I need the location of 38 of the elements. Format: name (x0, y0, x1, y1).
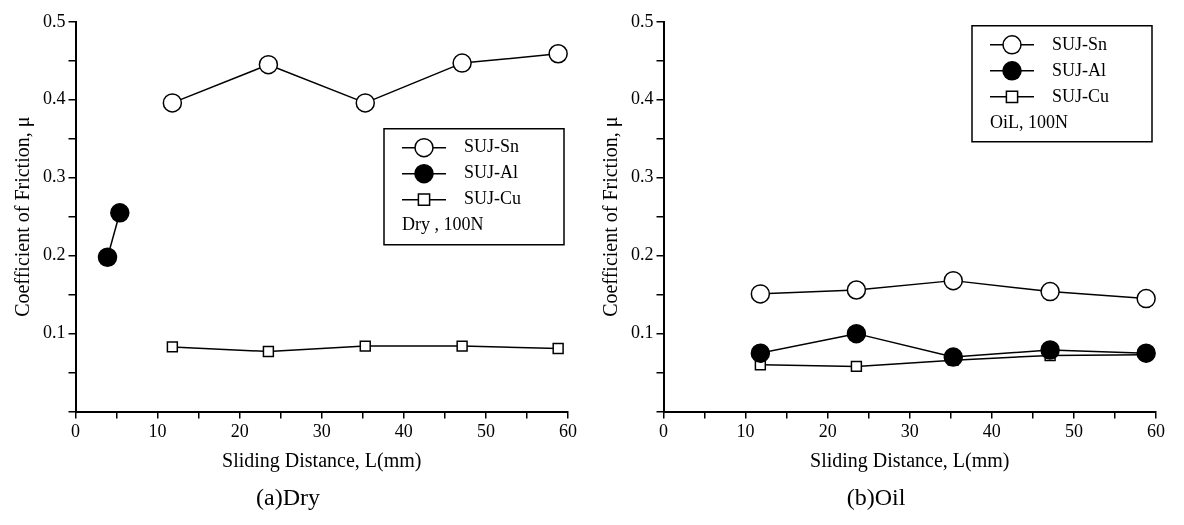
y-tick-label: 0.1 (43, 322, 66, 343)
y-tick-label: 0.5 (43, 10, 66, 31)
legend-label: SUJ-Al (464, 162, 519, 183)
x-axis-title: Sliding Distance, L(mm) (222, 449, 422, 473)
y-tick-label: 0.1 (631, 322, 654, 343)
y-tick-label: 0.2 (631, 244, 654, 265)
x-tick-label: 50 (476, 421, 495, 442)
legend-label: SUJ-Cu (1052, 85, 1110, 106)
legend-label: SUJ-Sn (1052, 33, 1108, 54)
x-tick-label: 30 (312, 421, 331, 442)
text: (b)Oil (846, 483, 906, 510)
x-tick-label: 0 (71, 421, 80, 442)
x-tick-label: 40 (394, 421, 413, 442)
x-tick-label: 60 (1147, 421, 1165, 442)
y-tick-label: 0.4 (43, 88, 66, 109)
y-axis-title: Coefficient of Friction, μ (11, 116, 35, 317)
annotation: Dry , 100N (402, 214, 484, 235)
y-tick-label: 0.5 (631, 10, 654, 31)
text: (a)Dry (256, 483, 320, 510)
x-tick-label: 60 (559, 421, 577, 442)
x-tick-label: 30 (900, 421, 919, 442)
y-tick-label: 0.3 (43, 166, 66, 187)
legend-label: SUJ-Sn (464, 136, 520, 157)
x-tick-label: 10 (736, 421, 755, 442)
legend-label: SUJ-Cu (464, 188, 522, 209)
x-tick-label: 20 (818, 421, 837, 442)
y-tick-label: 0.4 (631, 88, 654, 109)
x-axis-title: Sliding Distance, L(mm) (810, 449, 1010, 473)
legend-label: SUJ-Al (1052, 59, 1107, 80)
x-tick-label: 50 (1064, 421, 1083, 442)
x-tick-label: 0 (659, 421, 668, 442)
y-tick-label: 0.3 (631, 166, 654, 187)
x-tick-label: 40 (982, 421, 1001, 442)
y-axis-title: Coefficient of Friction, μ (599, 116, 623, 317)
x-tick-label: 10 (148, 421, 167, 442)
y-tick-label: 0.2 (43, 244, 66, 265)
x-tick-label: 20 (230, 421, 249, 442)
annotation: OiL, 100N (990, 111, 1068, 132)
